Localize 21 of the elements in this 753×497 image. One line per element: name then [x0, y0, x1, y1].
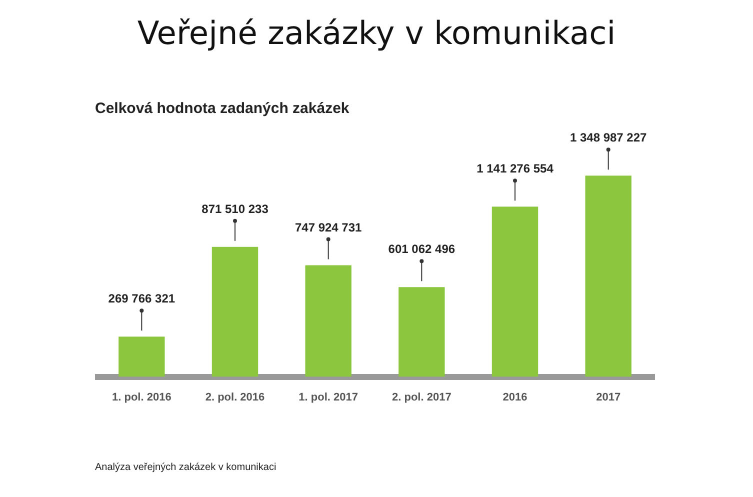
data-label: 1 348 987 227	[570, 130, 648, 145]
bar	[398, 287, 445, 377]
chart-subtitle: Celková hodnota zadaných zakázek	[95, 100, 350, 117]
data-label: 1 141 276 554	[476, 162, 554, 176]
data-label: 601 062 496	[388, 242, 456, 256]
bar	[585, 176, 632, 377]
x-tick-label: 2016	[502, 391, 528, 404]
x-tick-label: 1. pol. 2017	[298, 391, 358, 404]
data-label: 871 510 233	[202, 202, 269, 216]
x-tick-label: 2. pol. 2016	[205, 391, 265, 404]
x-tick-label: 2017	[596, 391, 621, 404]
bar	[492, 206, 538, 377]
x-tick-label: 1. pol. 2016	[112, 391, 172, 404]
data-label: 269 766 321	[108, 292, 176, 306]
data-label: 747 924 731	[294, 220, 362, 234]
bar	[305, 265, 352, 377]
bar	[118, 336, 165, 377]
chart-title: Veřejné zakázky v komunikaci	[136, 14, 617, 52]
bar	[212, 246, 258, 377]
text: Analýza veřejných zakázek v komunikaci	[95, 462, 276, 473]
x-tick-label: 2. pol. 2017	[392, 391, 452, 404]
